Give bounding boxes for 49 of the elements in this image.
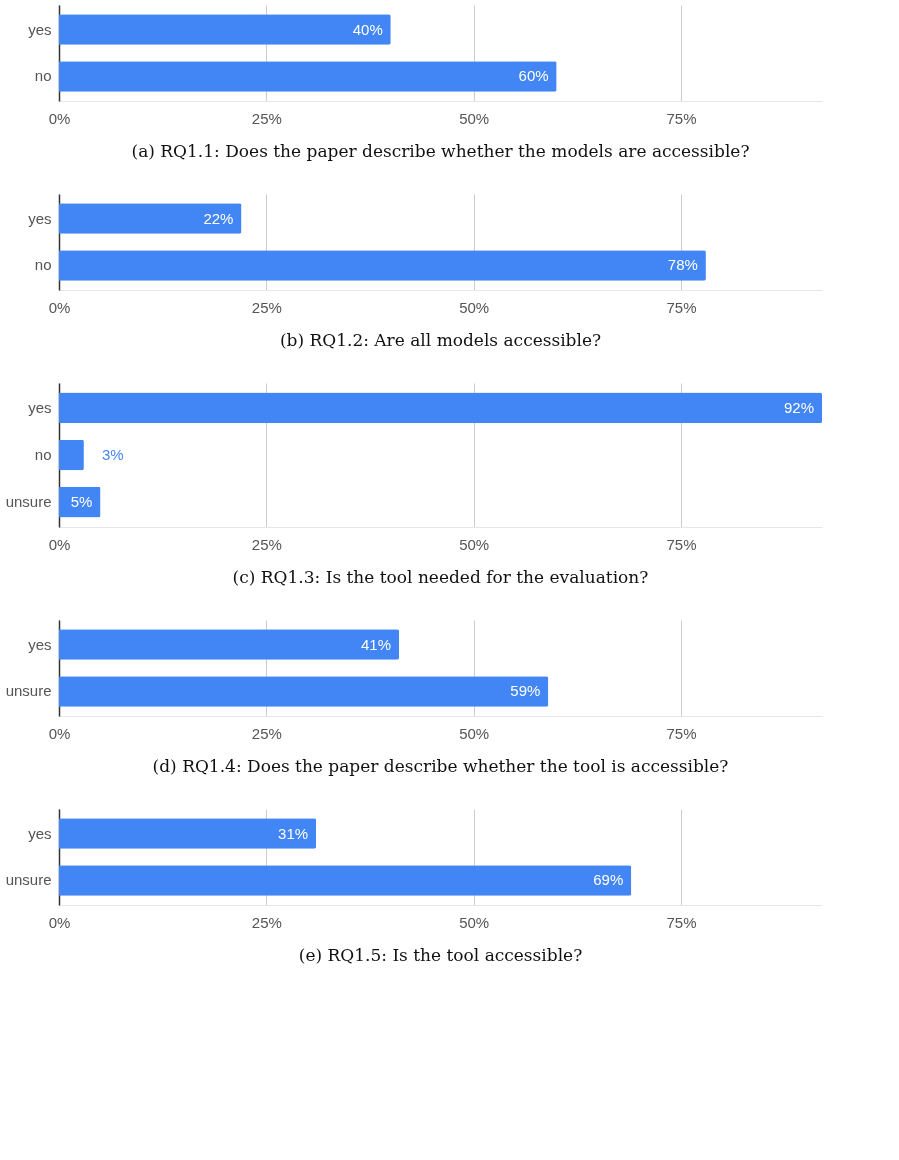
data-label: 78% <box>667 256 698 274</box>
data-label: 40% <box>352 20 383 38</box>
x-tick-label: 0% <box>48 298 71 316</box>
text: (c) RQ1.3: Is the tool needed for the evaluation? <box>232 567 649 587</box>
x-tick-label: 50% <box>459 109 490 127</box>
x-tick-label: 50% <box>459 298 490 316</box>
y-tick-label: no <box>34 67 52 85</box>
y-tick-label: yes <box>28 20 52 38</box>
x-tick-label: 50% <box>459 535 490 553</box>
data-label: 5% <box>70 493 93 511</box>
x-tick-label: 25% <box>251 298 282 316</box>
x-tick-label: 75% <box>666 724 697 742</box>
bar <box>59 392 822 424</box>
data-label: 22% <box>203 209 234 227</box>
data-label: 3% <box>101 446 124 463</box>
data-label: 69% <box>593 871 624 889</box>
x-tick-label: 0% <box>48 535 71 553</box>
data-label: 31% <box>278 824 309 842</box>
x-tick-label: 75% <box>666 535 697 553</box>
x-tick-label: 0% <box>48 724 71 742</box>
text: (a) RQ1.1: Does the paper describe whether the models are accessible? <box>131 141 750 161</box>
x-tick-label: 25% <box>251 913 282 931</box>
x-tick-label: 0% <box>48 913 71 931</box>
y-tick-label: no <box>34 256 52 274</box>
x-tick-label: 75% <box>666 109 697 127</box>
y-tick-label: yes <box>28 824 52 842</box>
x-tick-label: 75% <box>666 298 697 316</box>
text: (b) RQ1.2: Are all models accessible? <box>279 330 602 350</box>
x-tick-label: 0% <box>48 109 71 127</box>
y-tick-label: unsure <box>5 493 52 511</box>
bar <box>59 439 84 471</box>
y-tick-label: no <box>34 446 52 463</box>
x-tick-label: 25% <box>251 535 282 553</box>
y-tick-label: yes <box>28 635 52 653</box>
data-label: 60% <box>518 67 549 85</box>
y-tick-label: yes <box>28 209 52 227</box>
x-tick-label: 50% <box>459 724 490 742</box>
y-tick-label: unsure <box>5 682 52 700</box>
x-tick-label: 50% <box>459 913 490 931</box>
text: (d) RQ1.4: Does the paper describe whether the tool is accessible? <box>152 756 729 776</box>
data-label: 41% <box>361 635 392 653</box>
y-tick-label: yes <box>28 398 52 416</box>
data-label: 92% <box>783 398 814 416</box>
data-label: 59% <box>510 682 541 700</box>
x-tick-label: 75% <box>666 913 697 931</box>
x-tick-label: 25% <box>251 109 282 127</box>
text: (e) RQ1.5: Is the tool accessible? <box>298 945 583 965</box>
y-tick-label: unsure <box>5 871 52 889</box>
x-tick-label: 25% <box>251 724 282 742</box>
